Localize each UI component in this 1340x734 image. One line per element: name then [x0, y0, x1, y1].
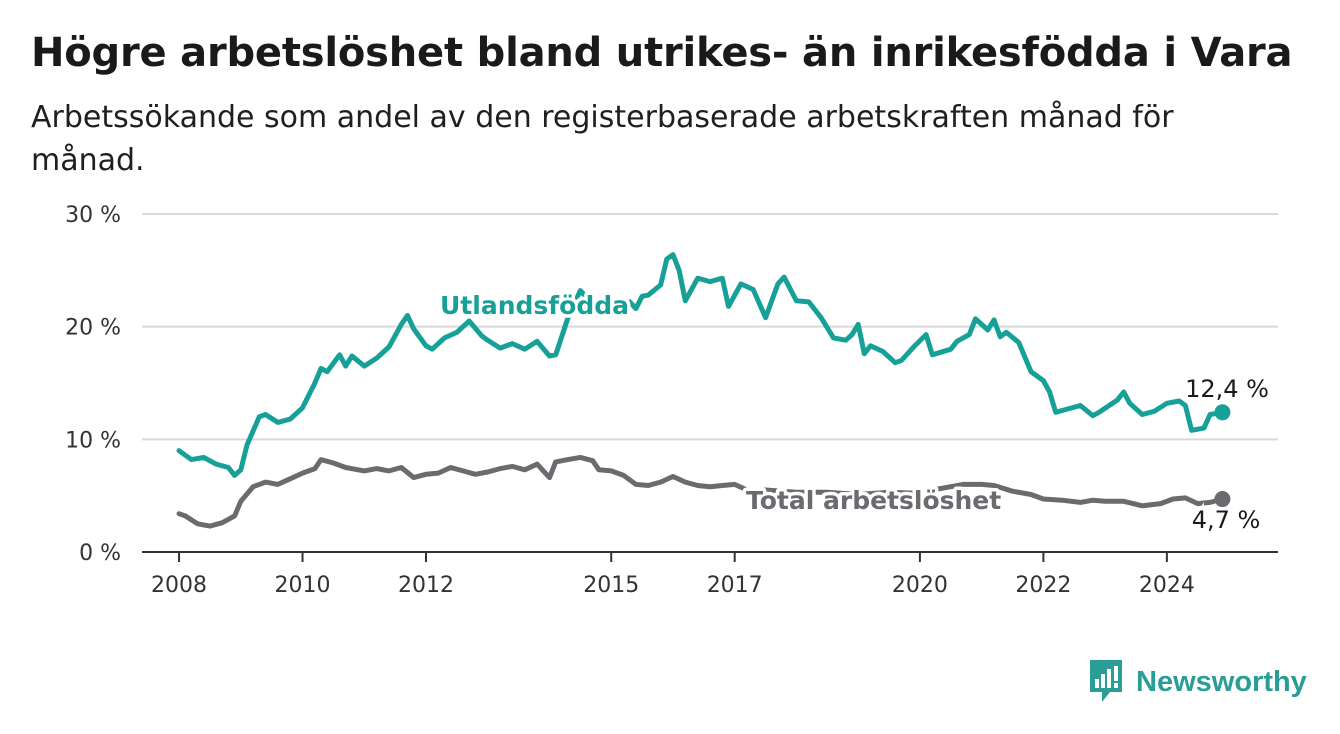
- series-end-dot-total: [1214, 491, 1231, 508]
- newsworthy-logo-icon: [1090, 660, 1122, 702]
- y-tick-label: 0 %: [79, 541, 121, 566]
- chart-title: Högre arbetslöshet bland utrikes- än inr…: [31, 30, 1293, 76]
- series-line-total: [176, 454, 1225, 529]
- series-label-total: Total arbetslöshet: [746, 486, 1001, 515]
- x-tick-label: 2017: [707, 573, 763, 598]
- y-tick-label: 10 %: [65, 428, 121, 453]
- x-tick-label: 2024: [1139, 573, 1195, 598]
- x-tick-label: 2010: [275, 573, 331, 598]
- y-tick-label: 30 %: [65, 203, 121, 228]
- x-tick-label: 2015: [583, 573, 639, 598]
- brand-name: Newsworthy: [1136, 665, 1307, 698]
- series-end-dot-utlandsfodda: [1214, 404, 1231, 421]
- series-end-label-utlandsfodda: 12,4 %: [1185, 375, 1269, 403]
- brand-logo: Newsworthy: [1088, 660, 1307, 704]
- x-tick-label: 2020: [892, 573, 948, 598]
- series-label-utlandsfodda: Utlandsfödda: [440, 291, 629, 320]
- x-tick-label: 2008: [151, 573, 207, 598]
- x-tick-label: 2012: [398, 573, 454, 598]
- chart-subtitle: Arbetssökande som andel av den registerb…: [31, 100, 1174, 178]
- series-end-label-total: 4,7 %: [1192, 506, 1261, 534]
- x-tick-label: 2022: [1015, 573, 1071, 598]
- series-line-utlandsfodda: [176, 252, 1225, 478]
- y-tick-label: 20 %: [65, 316, 121, 341]
